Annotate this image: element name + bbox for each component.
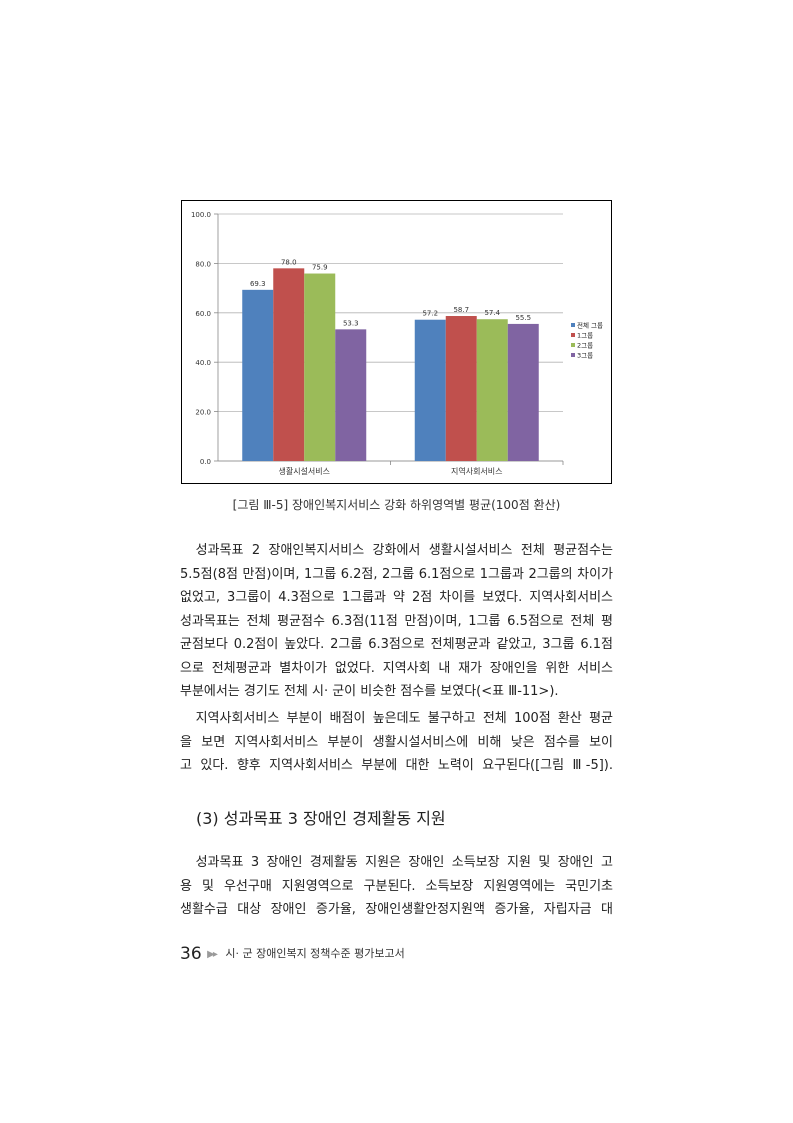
bar bbox=[304, 273, 336, 461]
text-line: 성과목표 3 장애인 경제활동 지원은 장애인 소득보장 지원 및 장애인 고 bbox=[195, 855, 613, 870]
legend-label: 3그룹 bbox=[577, 352, 593, 360]
bar bbox=[242, 289, 274, 461]
y-tick-label: 60.0 bbox=[195, 310, 211, 318]
text-line: 성과목표는 전체 평균점수 6.3점(11점 만점)이며, 1그룹 6.5점으로… bbox=[180, 613, 613, 629]
bar-chart-svg: 0.0 20.0 40.0 60.0 80.0 100.0 69.3 78.0 75.9 53.3… bbox=[191, 211, 603, 476]
data-label: 57.4 bbox=[484, 309, 500, 317]
y-tick-label: 100.0 bbox=[191, 211, 211, 219]
bar bbox=[414, 319, 446, 461]
page-number: 36 bbox=[180, 944, 202, 964]
text-line: 을 보면 지역사회서비스 부분이 생활시설서비스에 비해 낮은 점수를 보이 bbox=[180, 734, 613, 750]
bar bbox=[273, 268, 305, 461]
text-line: 부분에서는 경기도 전체 시· 군이 비슷한 점수를 보였다(<표 Ⅲ-11>)… bbox=[180, 684, 559, 699]
text-line: 생활수급 대상 장애인 증가율, 장애인생활안정지원액 증가율, 자립자금 대 bbox=[180, 902, 613, 917]
legend-swatch bbox=[571, 333, 575, 337]
text-line: 으로 전체평균과 별차이가 없었다. 지역사회 내 재가 장애인을 위한 서비스 bbox=[180, 660, 613, 676]
y-tick-label: 20.0 bbox=[195, 409, 211, 417]
legend-swatch bbox=[571, 353, 575, 357]
data-label: 53.3 bbox=[343, 319, 359, 327]
bar bbox=[445, 316, 477, 461]
y-tick-label: 0.0 bbox=[200, 458, 211, 466]
figure-caption: [그림 Ⅲ-5] 장애인복지서비스 강화 하위영역별 평균(100점 환산) bbox=[232, 498, 561, 512]
data-label: 57.2 bbox=[422, 310, 438, 318]
footer-title: 시· 군 장애인복지 정책수준 평가보고서 bbox=[225, 947, 405, 960]
data-label: 75.9 bbox=[312, 264, 328, 272]
double-arrow-right-icon: ▶▸ bbox=[207, 949, 218, 960]
page-footer: 36 ▶▸ 시· 군 장애인복지 정책수준 평가보고서 bbox=[180, 944, 405, 964]
y-tick-label: 80.0 bbox=[195, 260, 211, 268]
text-line: 고 있다. 향후 지역사회서비스 부분에 대한 노력이 요구된다([그림 Ⅲ-5… bbox=[180, 758, 613, 773]
text-line: 용 및 우선구매 지원영역으로 구분된다. 소득보장 지원영역에는 국민기초 bbox=[180, 878, 613, 894]
x-tick-label: 지역사회서비스 bbox=[451, 466, 503, 476]
section-heading: (3) 성과목표 3 장애인 경제활동 지원 bbox=[196, 809, 446, 828]
text-line: 균점보다 0.2점이 높았다. 2그룹 6.3점으로 전체평균과 같았고, 3그… bbox=[180, 637, 613, 652]
paragraph-3: 성과목표 3 장애인 경제활동 지원은 장애인 소득보장 지원 및 장애인 고 … bbox=[180, 851, 613, 922]
legend-label: 전체 그룹 bbox=[577, 321, 603, 330]
paragraph-1: 성과목표 2 장애인복지서비스 강화에서 생활시설서비스 전체 평균점수는 5.… bbox=[180, 539, 613, 704]
paragraph-2: 지역사회서비스 부분이 배점이 높은데도 불구하고 전체 100점 환산 평균 … bbox=[180, 707, 613, 778]
legend-swatch bbox=[571, 323, 575, 327]
bar bbox=[476, 319, 508, 461]
data-label: 78.0 bbox=[281, 258, 297, 266]
data-label: 58.7 bbox=[453, 306, 469, 314]
bar-chart: 0.0 20.0 40.0 60.0 80.0 100.0 69.3 78.0 75.9 53.3… bbox=[181, 200, 612, 484]
x-tick-label: 생활시설서비스 bbox=[278, 466, 330, 476]
text-line: 없었고, 3그룹이 4.3점으로 1그룹과 약 2점 차이를 보였다. 지역사회… bbox=[180, 590, 613, 605]
data-label: 69.3 bbox=[250, 280, 266, 288]
y-tick-label: 40.0 bbox=[195, 359, 211, 367]
text-line: 5.5점(8점 만점)이며, 1그룹 6.2점, 2그룹 6.1점으로 1그룹과… bbox=[180, 566, 613, 582]
legend-swatch bbox=[571, 343, 575, 347]
legend-label: 1그룹 bbox=[577, 332, 593, 340]
text-line: 성과목표 2 장애인복지서비스 강화에서 생활시설서비스 전체 평균점수는 bbox=[195, 543, 613, 558]
bar bbox=[335, 329, 367, 461]
legend-label: 2그룹 bbox=[577, 342, 593, 350]
bar bbox=[507, 323, 539, 461]
data-label: 55.5 bbox=[515, 314, 531, 322]
text-line: 지역사회서비스 부분이 배점이 높은데도 불구하고 전체 100점 환산 평균 bbox=[195, 711, 613, 726]
